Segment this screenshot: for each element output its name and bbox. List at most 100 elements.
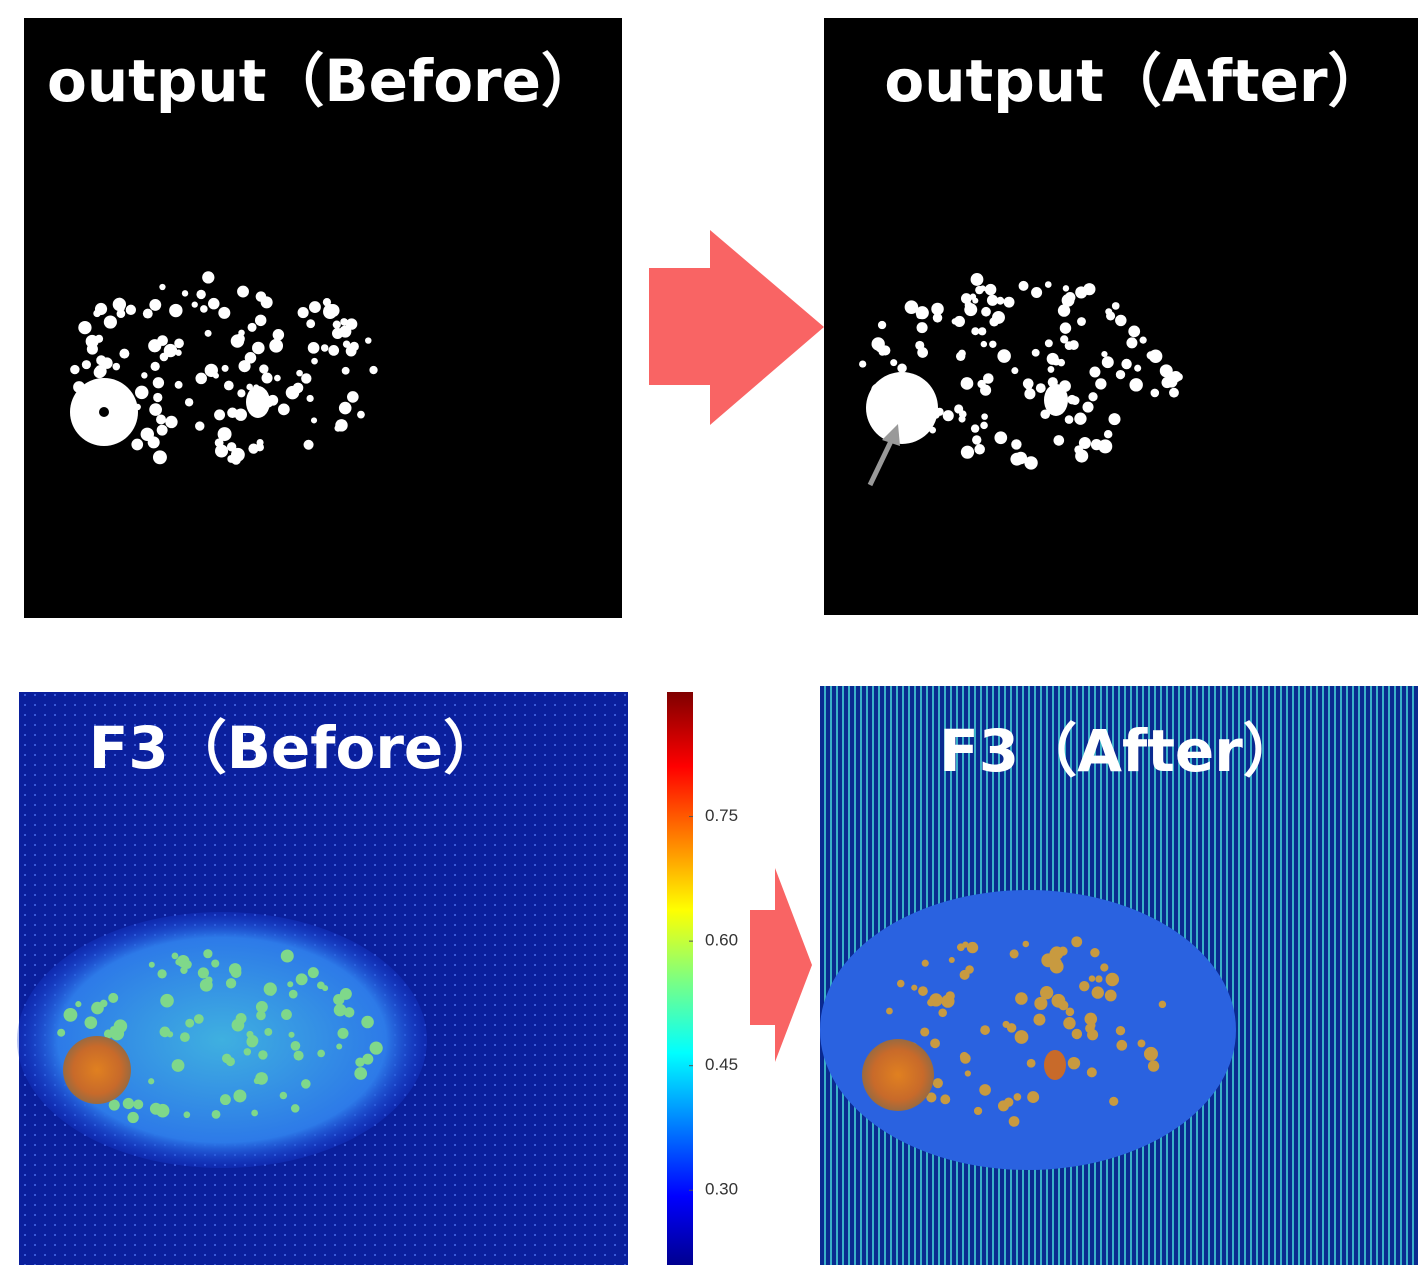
dot [1149,350,1162,363]
dot [177,955,190,968]
dot [1083,283,1095,295]
dot [927,999,935,1007]
dot [157,969,166,978]
dot [1089,975,1095,981]
dot [184,1111,191,1118]
transition-arrow [649,230,824,425]
dot [989,317,998,326]
dot [878,321,886,329]
dot [1034,997,1047,1010]
dot [126,305,136,315]
dot [333,321,341,329]
dot [212,1110,221,1119]
dot [1024,456,1037,469]
dot [967,942,978,953]
dot [1116,370,1125,379]
hot-spot [1044,1050,1066,1080]
dot [222,365,229,372]
dot [259,364,268,373]
dot [872,337,885,350]
dot [918,986,928,996]
dot [119,349,129,359]
dot [57,1029,65,1037]
dot [1019,281,1029,291]
dot [974,1107,982,1115]
dot [244,1048,251,1055]
dot [1105,990,1117,1002]
dot [1084,1013,1097,1026]
dot [956,352,965,361]
dot [298,307,309,318]
figure: output（Before） output（After） F3（Before） … [0,0,1418,1267]
dot [965,965,974,974]
dot [280,1092,287,1099]
dot [354,1067,367,1080]
dot [1095,378,1106,389]
dot [339,402,352,415]
dot [1112,302,1120,310]
dot [231,334,244,347]
dot [1082,402,1093,413]
dot [1015,992,1028,1005]
dot [994,431,1007,444]
dot [1048,366,1055,373]
dot [972,298,978,304]
dot [980,422,988,430]
dot [256,443,264,451]
dot [361,1016,374,1029]
dot [940,1094,950,1104]
dot [1031,287,1042,298]
dot [1024,388,1035,399]
dot [196,290,205,299]
dot [978,327,986,335]
dot [980,1025,990,1035]
dot [304,440,314,450]
dot [165,416,177,428]
dot [256,1001,268,1013]
dot [180,1032,190,1042]
dot [160,1027,171,1038]
dot [917,347,928,358]
dot [1128,325,1140,337]
dot [949,957,955,963]
dot [961,293,972,304]
colorbar [667,692,693,1265]
dot [346,346,357,357]
dot [981,307,991,317]
dot [278,404,290,416]
dot [238,330,245,337]
dot [75,1001,81,1007]
dot [200,305,208,313]
dot [974,444,984,454]
dot [169,304,182,317]
dot [321,344,328,351]
dot [1066,1008,1075,1017]
dot [149,403,162,416]
heat-hotspot [63,1036,131,1104]
dot [308,342,320,354]
dot [251,1110,258,1117]
dot [340,318,348,326]
dot [1009,1116,1020,1127]
dot [1116,1040,1127,1051]
dot [215,445,228,458]
dot [156,1104,170,1118]
dot [917,322,928,333]
dot [960,1052,969,1061]
dot [1069,340,1079,350]
dot [1077,317,1086,326]
dot [1159,1001,1166,1008]
dot [911,985,917,991]
dot [1004,297,1015,308]
dot [1058,946,1067,955]
dot [954,404,963,413]
dot [269,342,277,350]
dot [205,976,212,983]
dot [1089,366,1100,377]
dot [922,960,929,967]
dot [1010,453,1023,466]
dot [211,959,219,967]
dot [311,417,317,423]
dot [308,967,319,978]
dot [104,315,117,328]
